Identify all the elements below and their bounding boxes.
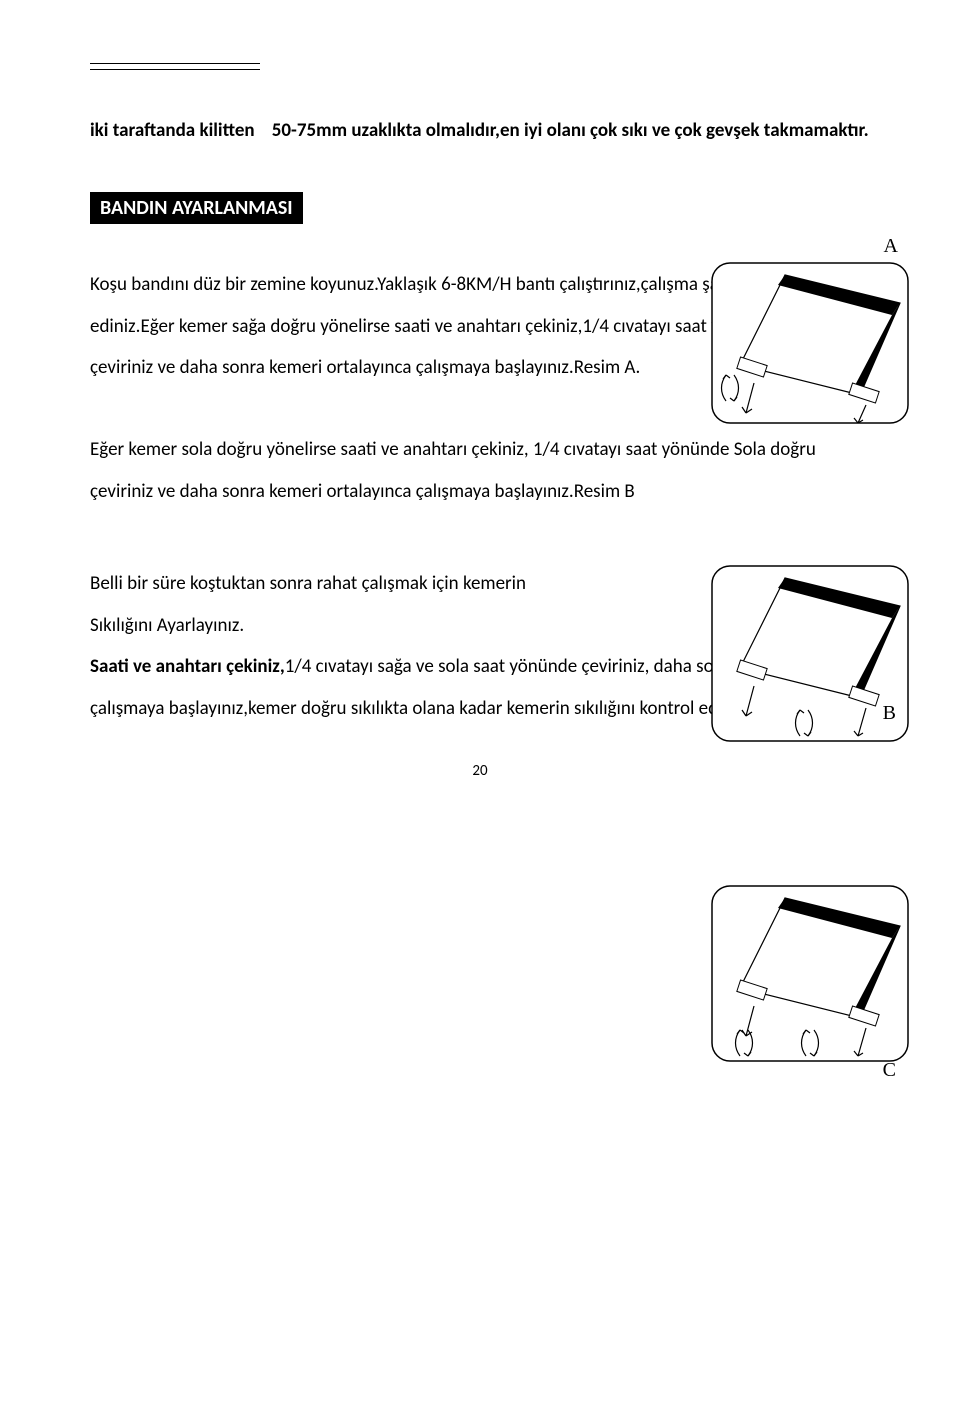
heading-row: BANDIN AYARLANMASI [90, 192, 870, 224]
diagram-c-svg [710, 880, 910, 1080]
figure-a-label: A [884, 235, 898, 258]
intro-part1: iki taraftanda kilitten [90, 119, 255, 142]
figure-c: C [710, 880, 910, 1080]
paragraph-b: Eğer kemer sola doğru yönelirse saati ve… [90, 429, 870, 513]
intro-paragraph: iki taraftanda kilitten 50-75mm uzaklıkt… [90, 110, 870, 152]
p4-line1: Belli bir süre koştuktan sonra rahat çal… [90, 572, 526, 595]
figure-b-label: B [883, 702, 896, 725]
figure-a: A [710, 235, 910, 435]
intro-part2: 50-75mm uzaklıkta olmalıdır,en iyi olanı… [272, 119, 869, 142]
figure-b: B [710, 560, 910, 760]
p4-line2: Sıkılığını Ayarlayınız. [90, 614, 244, 637]
diagram-a-svg [710, 235, 910, 435]
page-number: 20 [0, 762, 960, 780]
diagram-b-svg [710, 560, 910, 760]
figure-c-label: C [883, 1059, 896, 1082]
section-heading: BANDIN AYARLANMASI [90, 192, 303, 224]
p4-bold: Saati ve anahtarı çekiniz, [90, 655, 285, 678]
top-underline-rules [90, 60, 870, 70]
